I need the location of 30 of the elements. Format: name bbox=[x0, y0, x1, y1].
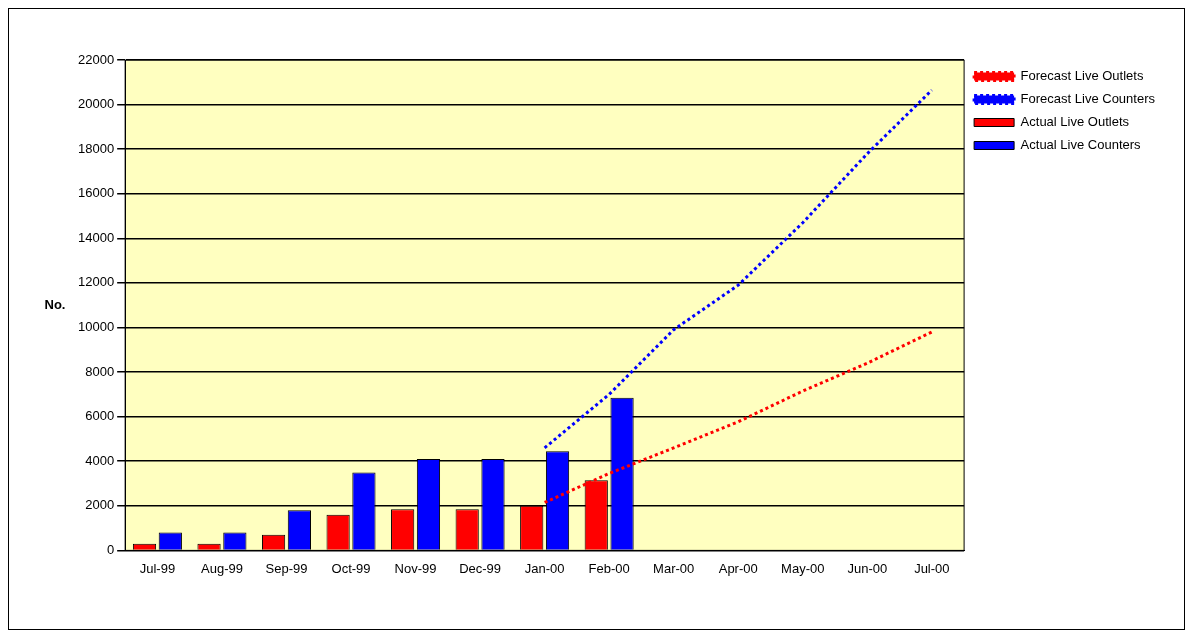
x-tick-label: Nov-99 bbox=[394, 560, 437, 576]
x-tick-label: Feb-00 bbox=[588, 560, 630, 576]
x-tick-label: Apr-00 bbox=[718, 560, 758, 576]
x-tick-label: Oct-99 bbox=[331, 560, 371, 576]
y-tick-label: 8000 bbox=[85, 363, 115, 379]
y-tick-label: 12000 bbox=[77, 274, 115, 290]
legend-label: Forecast Live Outlets bbox=[1020, 68, 1144, 84]
legend-label: Actual Live Outlets bbox=[1020, 114, 1130, 130]
x-tick-label: Mar-00 bbox=[653, 560, 695, 576]
x-tick-label: Aug-99 bbox=[200, 560, 243, 576]
x-tick-label: Jan-00 bbox=[524, 560, 565, 576]
x-tick-label: Jul-99 bbox=[139, 560, 176, 576]
y-tick-label: 0 bbox=[106, 541, 115, 557]
y-tick-label: 16000 bbox=[77, 185, 115, 201]
x-tick-label: Sep-99 bbox=[265, 560, 308, 576]
legend-label: Forecast Live Counters bbox=[1020, 91, 1156, 107]
y-tick-label: 22000 bbox=[77, 51, 115, 67]
legend-label: Actual Live Counters bbox=[1020, 137, 1142, 153]
y-tick-label: 20000 bbox=[77, 96, 115, 112]
x-tick-label: Jul-00 bbox=[914, 560, 950, 576]
x-tick-label: Dec-99 bbox=[459, 560, 502, 576]
y-tick-label: 2000 bbox=[85, 497, 115, 513]
y-tick-label: 6000 bbox=[85, 408, 115, 424]
y-tick-label: 4000 bbox=[85, 452, 115, 468]
y-axis-title: No. bbox=[44, 296, 66, 312]
y-tick-label: 10000 bbox=[77, 319, 115, 335]
x-tick-label: Jun-00 bbox=[847, 560, 888, 576]
x-tick-label: May-00 bbox=[781, 560, 825, 576]
y-tick-label: 18000 bbox=[77, 140, 115, 156]
y-tick-label: 14000 bbox=[77, 229, 115, 245]
